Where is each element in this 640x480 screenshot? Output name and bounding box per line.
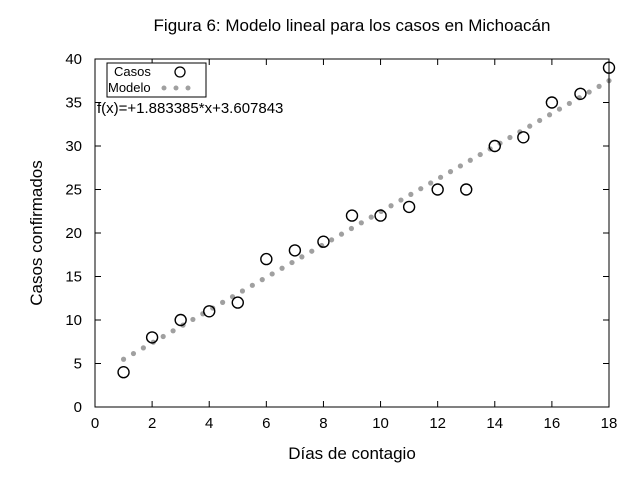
data-point-casos [231, 296, 244, 309]
legend-marker-casos [174, 66, 186, 78]
model-dot [190, 316, 196, 323]
data-point-casos [545, 96, 559, 109]
model-dot [358, 220, 364, 226]
model-dot [457, 163, 463, 169]
data-point-casos [317, 235, 330, 248]
data-point-casos [374, 209, 387, 222]
model-dot [556, 106, 563, 112]
data-point-casos [517, 131, 530, 144]
model-dot [299, 254, 305, 260]
model-dot [120, 356, 127, 362]
data-point-casos [574, 87, 587, 101]
y-axis-label: Casos confirmados [27, 160, 46, 306]
model-dot [368, 214, 374, 220]
model-dot [329, 237, 335, 243]
x-tick-label: 10 [372, 415, 389, 432]
model-dot [140, 345, 146, 351]
y-tick-label: 0 [74, 399, 82, 416]
model-dot [546, 112, 553, 118]
model-dot [507, 134, 513, 141]
y-tick-label: 15 [65, 269, 82, 286]
model-dot [160, 333, 166, 340]
model-dot [170, 328, 176, 334]
model-dot [309, 248, 315, 254]
model-dot [338, 231, 345, 237]
model-dot [477, 151, 483, 158]
model-dot [259, 277, 265, 283]
legend: Casos Modelo [106, 62, 207, 98]
y-tick-label: 10 [65, 312, 82, 329]
x-tick-label: 18 [601, 415, 618, 432]
model-dot [239, 288, 246, 294]
x-tick-label: 4 [205, 415, 213, 432]
model-dot [249, 282, 255, 288]
x-axis-label: Días de contagio [288, 444, 416, 463]
model-dot [447, 169, 454, 175]
legend-label-modelo: Modelo [108, 80, 151, 95]
data-point-casos [402, 200, 416, 214]
model-dot [437, 174, 444, 180]
data-point-casos [431, 183, 444, 196]
model-dot [279, 265, 285, 271]
y-tick-label: 30 [65, 138, 82, 155]
model-dot [418, 186, 424, 192]
data-point-casos [488, 139, 501, 153]
x-tick-label: 14 [486, 415, 503, 432]
data-point-casos [345, 209, 359, 222]
x-tick-label: 0 [91, 415, 99, 432]
y-tick-label: 40 [65, 51, 82, 68]
model-dot [566, 100, 572, 107]
model-dot [289, 259, 295, 266]
x-tick-label: 8 [319, 415, 327, 432]
model-dot [517, 129, 523, 135]
y-tick-label: 20 [65, 225, 82, 242]
data-point-casos [460, 183, 473, 196]
model-dot [596, 83, 602, 89]
data-point-casos [203, 305, 216, 318]
model-dot [388, 203, 394, 209]
legend-label-casos: Casos [114, 64, 151, 79]
model-dot [348, 225, 355, 232]
model-dot [586, 89, 592, 95]
model-dot [269, 271, 275, 277]
plot-frame [94, 58, 610, 408]
model-dot [537, 117, 543, 124]
x-tick-label: 6 [262, 415, 270, 432]
y-tick-label: 35 [65, 95, 82, 112]
data-point-casos [174, 313, 187, 327]
legend-marker-modelo [161, 85, 191, 91]
legend-box [106, 62, 207, 98]
model-dot [398, 197, 404, 203]
model-dot [428, 180, 434, 186]
model-dot [467, 157, 473, 163]
x-tick-label: 12 [429, 415, 446, 432]
x-tick-label: 16 [544, 415, 561, 432]
model-dot [527, 123, 533, 129]
x-tick-label: 2 [148, 415, 156, 432]
y-tick-label: 25 [65, 182, 82, 199]
y-tick-label: 5 [74, 356, 82, 373]
model-dot [130, 350, 137, 357]
data-point-casos [145, 331, 159, 344]
chart-title: Figura 6: Modelo lineal para los casos e… [154, 16, 551, 35]
data-point-casos [288, 244, 302, 257]
data-point-casos [117, 366, 130, 379]
data-point-casos [260, 252, 273, 266]
fit-annotation: f(x)=+1.883385*x+3.607843 [97, 100, 283, 117]
model-dot [220, 299, 226, 305]
model-dot [408, 191, 414, 197]
